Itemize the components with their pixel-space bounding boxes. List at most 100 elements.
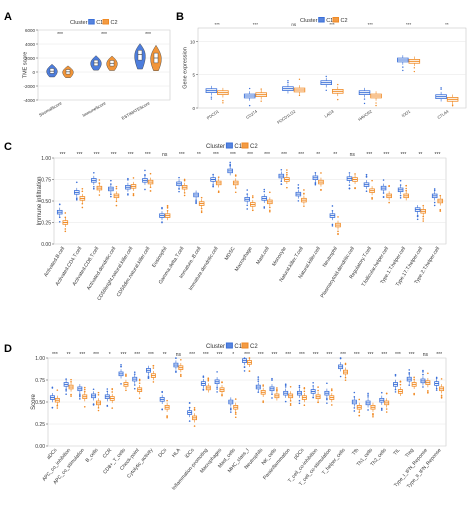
outlier-point xyxy=(51,406,54,409)
outlier-point xyxy=(314,181,317,184)
y-tick-label: 5 xyxy=(192,73,195,78)
outlier-point xyxy=(178,176,180,179)
outlier-point xyxy=(372,413,374,416)
outlier-point xyxy=(110,193,112,196)
outlier-point xyxy=(263,206,266,208)
outlier-point xyxy=(132,193,135,195)
outlier-point xyxy=(375,102,377,104)
y-tick-label: -4000 xyxy=(23,98,35,103)
x-tick-label: Eosinophil xyxy=(151,246,168,269)
outlier-point xyxy=(92,388,95,391)
x-tick-label: Mast.cell xyxy=(255,246,271,266)
y-tick-label: 0.75 xyxy=(35,378,45,384)
outlier-point xyxy=(56,389,59,391)
outlier-point xyxy=(375,104,377,107)
significance-label: *** xyxy=(213,152,219,158)
outlier-point xyxy=(221,381,223,383)
outlier-point xyxy=(339,375,342,378)
outlier-point xyxy=(212,184,214,186)
outlier-point xyxy=(79,395,81,398)
outlier-point xyxy=(230,411,232,413)
outlier-point xyxy=(289,400,292,402)
x-tick-label: ESTIMATEScore xyxy=(121,100,151,120)
outlier-point xyxy=(331,404,333,406)
outlier-point xyxy=(348,172,351,174)
legend-label-c2: C2 xyxy=(111,20,118,26)
outlier-point xyxy=(222,102,224,104)
outlier-point xyxy=(98,179,101,181)
outlier-point xyxy=(251,196,254,199)
violin-inner-box xyxy=(137,50,143,61)
outlier-point xyxy=(110,179,112,182)
outlier-point xyxy=(348,187,351,189)
outlier-point xyxy=(399,194,402,197)
outlier-point xyxy=(263,190,266,193)
significance-label: *** xyxy=(281,152,287,158)
outlier-point xyxy=(248,357,251,359)
outlier-point xyxy=(331,205,334,207)
outlier-point xyxy=(394,375,397,377)
x-tick-label: CD56dim.natural.killer.cell xyxy=(116,246,152,298)
outlier-point xyxy=(363,102,366,105)
outlier-point xyxy=(161,206,163,209)
significance-label: ns xyxy=(350,152,356,158)
outlier-point xyxy=(251,209,254,212)
outlier-point xyxy=(405,184,407,187)
significance-label: *** xyxy=(368,352,374,358)
y-tick-label: 1.00 xyxy=(41,156,51,162)
x-tick-label: MDSC xyxy=(224,246,237,262)
outlier-point xyxy=(75,199,78,201)
legend-title: Cluster xyxy=(206,344,225,350)
x-tick-label: Monocyte xyxy=(271,246,288,268)
outlier-point xyxy=(408,373,411,375)
significance-label: *** xyxy=(77,152,83,158)
outlier-point xyxy=(180,374,182,377)
significance-label: *** xyxy=(299,352,305,358)
outlier-point xyxy=(353,391,356,394)
outlier-point xyxy=(402,66,404,68)
significance-label: *** xyxy=(366,152,372,158)
outlier-point xyxy=(331,388,333,390)
significance-label: ns xyxy=(162,152,168,158)
outlier-point xyxy=(365,173,368,176)
outlier-point xyxy=(262,400,264,402)
x-tick-label: CTLA4 xyxy=(436,108,450,120)
outlier-point xyxy=(317,401,319,403)
legend-title: Cluster xyxy=(70,20,88,26)
outlier-point xyxy=(97,409,100,412)
outlier-point xyxy=(81,202,84,205)
outlier-point xyxy=(70,380,72,383)
outlier-point xyxy=(152,381,155,383)
outlier-point xyxy=(312,385,314,387)
significance-label: *** xyxy=(145,32,151,38)
outlier-point xyxy=(70,395,72,397)
outlier-point xyxy=(422,371,424,373)
outlier-point xyxy=(257,376,260,378)
outlier-point xyxy=(367,396,369,398)
significance-label: *** xyxy=(368,22,374,27)
outlier-point xyxy=(183,192,186,194)
outlier-point xyxy=(93,171,95,174)
outlier-point xyxy=(229,163,231,166)
outlier-point xyxy=(246,189,249,191)
significance-label: *** xyxy=(111,152,117,158)
outlier-point xyxy=(161,408,163,411)
outlier-point xyxy=(234,416,237,419)
outlier-point xyxy=(230,407,232,409)
significance-label: *** xyxy=(436,352,442,358)
outlier-point xyxy=(365,175,368,178)
outlier-point xyxy=(81,187,84,190)
outlier-point xyxy=(166,204,169,207)
outlier-point xyxy=(161,221,163,223)
y-tick-label: 0 xyxy=(32,70,35,75)
outlier-point xyxy=(260,100,262,102)
outlier-point xyxy=(188,420,191,422)
significance-label: *** xyxy=(52,352,58,358)
outlier-point xyxy=(433,204,436,207)
outlier-point xyxy=(413,70,416,73)
outlier-point xyxy=(435,387,438,390)
outlier-point xyxy=(243,370,246,372)
outlier-point xyxy=(367,392,369,395)
panel-label-b: B xyxy=(176,11,184,23)
significance-label: *** xyxy=(215,22,221,27)
